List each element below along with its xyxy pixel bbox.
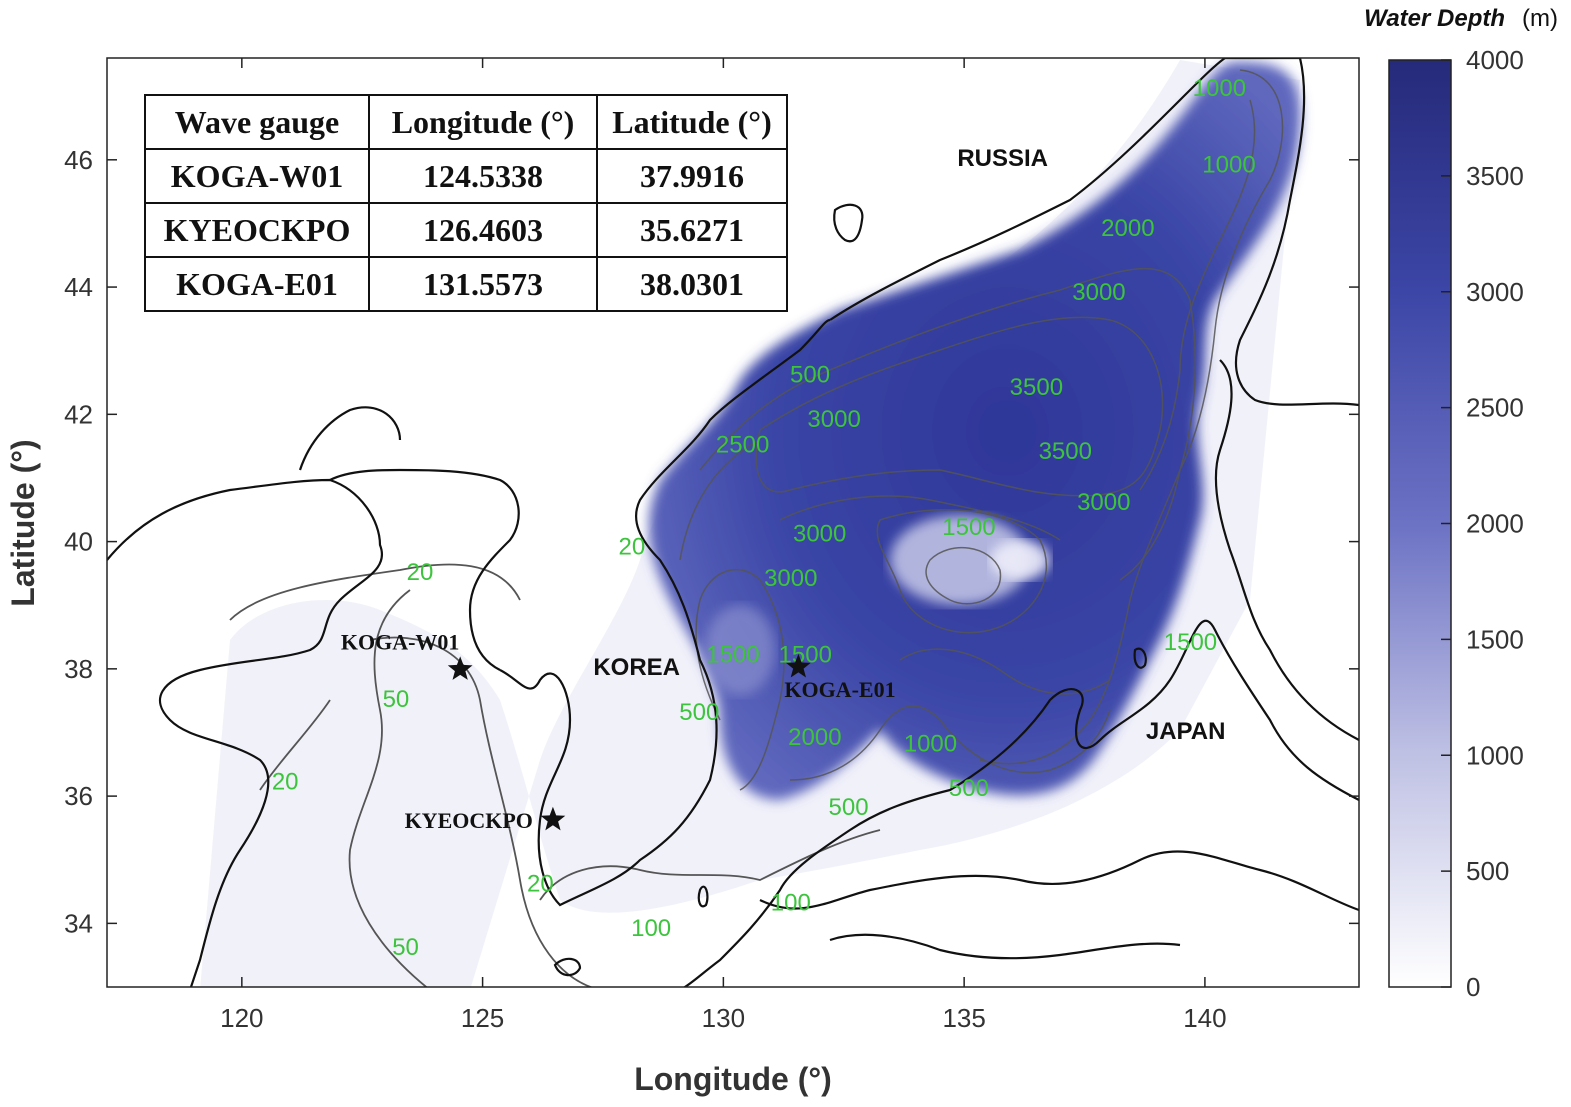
colorbar-unit: (m): [1522, 5, 1558, 32]
contour-labels: 1000 1000 2000 3000 500 3000 3500 2500 3500 3000 3…: [272, 75, 1256, 961]
contour-label: 20: [407, 559, 434, 586]
y-tick-label: 42: [64, 399, 93, 429]
contour-50-east: [369, 636, 594, 987]
gauge-star-icon: [786, 653, 811, 678]
x-tick-label: 130: [702, 1003, 745, 1033]
contour-label: 20: [619, 533, 646, 560]
contour-label: 100: [771, 890, 811, 917]
russia-coastline: [1235, 58, 1359, 407]
colorbar-tick-label: 2000: [1466, 509, 1524, 539]
y-axis-ticks: 34 36 38 40 42 44 46: [64, 145, 1359, 938]
x-axis-title: Longitude (°): [634, 1061, 832, 1097]
gauge-star-icon: [540, 806, 566, 831]
colorbar-title: Water Depth: [1364, 5, 1505, 32]
japan-coastline: [683, 619, 1359, 987]
country-labels: RUSSIA KOREA JAPAN: [593, 145, 1225, 745]
contour-label: 1500: [942, 514, 995, 541]
contour-label: 2000: [788, 724, 841, 751]
contour-label: 20: [527, 871, 554, 898]
gauge-label: KYEOCKPO: [405, 808, 533, 833]
contour-label: 1000: [1202, 152, 1255, 179]
x-tick-label: 135: [942, 1003, 985, 1033]
contour-label: 50: [383, 686, 410, 713]
contour-label: 1500: [1164, 629, 1217, 656]
east-sea-basin: [649, 61, 1301, 801]
contour-label: 3000: [1077, 489, 1130, 516]
x-axis-ticks: 120 125 130 135 140: [220, 58, 1227, 1033]
table-cell: KOGA-E01: [144, 256, 370, 312]
table-header-row: Wave gauge Longitude (°) Latitude (°): [144, 94, 788, 150]
y-tick-label: 36: [64, 781, 93, 811]
colorbar-tick-label: 500: [1466, 856, 1509, 886]
contour-label: 3500: [1010, 374, 1063, 401]
y-tick-label: 34: [64, 908, 93, 938]
y-tick-label: 44: [64, 272, 93, 302]
colorbar-tick-label: 1500: [1466, 624, 1524, 654]
colorbar-tick-label: 0: [1466, 972, 1480, 1002]
country-label-japan: JAPAN: [1146, 718, 1226, 745]
x-tick-label: 125: [461, 1003, 504, 1033]
contour-label: 3000: [764, 565, 817, 592]
contour-label: 2000: [1101, 215, 1154, 242]
colorbar-tick-label: 3500: [1466, 161, 1524, 191]
gauge-label: KOGA-W01: [341, 629, 460, 654]
contour-label: 50: [392, 934, 419, 961]
contour-label: 20: [272, 769, 299, 796]
y-tick-label: 40: [64, 527, 93, 557]
table-cell: 131.5573: [368, 256, 598, 312]
x-tick-label: 120: [220, 1003, 263, 1033]
table-cell: KYEOCKPO: [144, 202, 370, 258]
x-tick-label: 140: [1183, 1003, 1226, 1033]
gauge-coordinates-table: Wave gauge Longitude (°) Latitude (°) KO…: [144, 94, 788, 312]
table-header-longitude: Longitude (°): [368, 94, 598, 150]
contour-20-yellow: [229, 563, 521, 791]
coastlines: [107, 58, 1359, 987]
table-row: KOGA-W01 124.5338 37.9916: [144, 148, 788, 204]
table-header-gauge: Wave gauge: [144, 94, 370, 150]
y-tick-label: 38: [64, 654, 93, 684]
contour-label: 100: [631, 915, 671, 942]
table-cell: 37.9916: [596, 148, 788, 204]
colorbar-tick-label: 2500: [1466, 393, 1524, 423]
contour-label: 3000: [807, 406, 860, 433]
contour-label: 500: [949, 775, 989, 802]
y-axis-title: Latitude (°): [5, 439, 41, 606]
contour-label: 500: [829, 794, 869, 821]
gauge-label: KOGA-E01: [784, 677, 895, 702]
contour-label: 500: [679, 699, 719, 726]
contour-label: 1000: [1193, 75, 1246, 102]
country-label-korea: KOREA: [593, 654, 680, 681]
colorbar-tick-label: 4000: [1466, 45, 1524, 75]
table-cell: 126.4603: [368, 202, 598, 258]
contour-label: 500: [790, 362, 830, 389]
contour-label: 1000: [904, 731, 957, 758]
table-cell: 124.5338: [368, 148, 598, 204]
bathymetry-layer: [200, 60, 1301, 987]
country-label-russia: RUSSIA: [957, 145, 1048, 172]
table-cell: 35.6271: [596, 202, 788, 258]
korea-coastline: [499, 318, 831, 907]
contour-label: 3000: [793, 521, 846, 548]
plot-frame: [106, 57, 1360, 988]
gauge-star-icon: [447, 656, 473, 680]
table-row: KYEOCKPO 126.4603 35.6271: [144, 202, 788, 258]
contour-label: 3500: [1039, 438, 1092, 465]
table-cell: 38.0301: [596, 256, 788, 312]
colorbar-tick-label: 3000: [1466, 277, 1524, 307]
table-cell: KOGA-W01: [144, 148, 370, 204]
table-row: KOGA-E01 131.5573 38.0301: [144, 256, 788, 312]
colorbar-tick-label: 1000: [1466, 740, 1524, 770]
contour-50-west: [348, 589, 428, 987]
china-coastline: [107, 478, 383, 987]
contour-label: 2500: [716, 432, 769, 459]
table-header-latitude: Latitude (°): [596, 94, 788, 150]
contour-label: 3000: [1072, 279, 1125, 306]
contour-label: 1500: [706, 641, 759, 668]
colorbar-ticks: 0 500 1000 1500 2000 2500 3000 3500 4000: [1441, 45, 1524, 1002]
y-tick-label: 46: [64, 145, 93, 175]
gauge-markers: KOGA-W01 KYEOCKPO KOGA-E01: [341, 629, 896, 832]
